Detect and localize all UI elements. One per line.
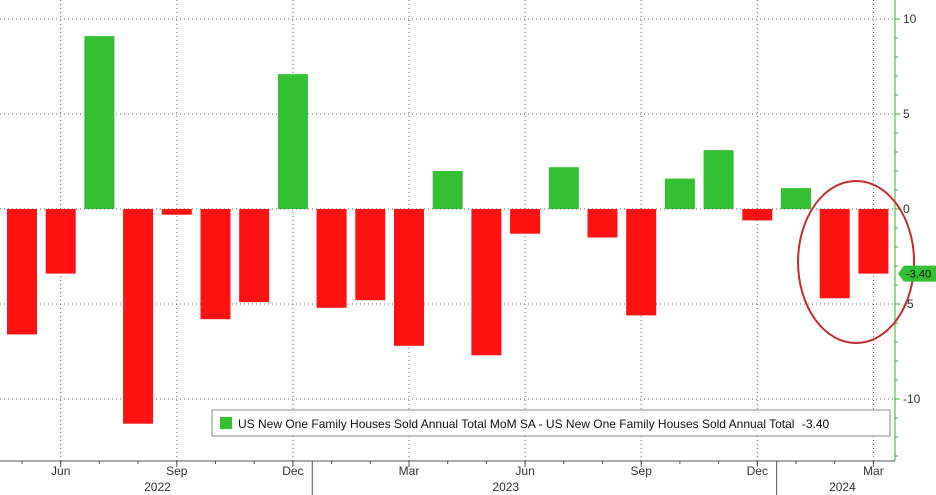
x-tick-label: Dec (282, 464, 303, 478)
year-label: 2023 (492, 480, 519, 494)
y-tick-label: 10 (903, 12, 917, 26)
bar (277, 74, 308, 209)
bar (123, 209, 154, 424)
bar (84, 36, 115, 209)
year-label: 2022 (144, 480, 171, 494)
x-tick-label: Sep (631, 464, 653, 478)
bar (587, 209, 618, 238)
legend-label: US New One Family Houses Sold Annual Tot… (238, 417, 830, 431)
bar (858, 209, 889, 274)
y-tick-label: -10 (903, 392, 921, 406)
legend-swatch (220, 417, 232, 429)
year-label: 2024 (829, 480, 856, 494)
y-tick-label: 0 (903, 202, 910, 216)
x-tick-label: Jun (51, 464, 70, 478)
bar (703, 150, 734, 209)
bar (200, 209, 231, 320)
grid-lines (0, 0, 895, 461)
bar (316, 209, 347, 308)
highlight-ellipse (797, 180, 916, 344)
highlight-annotation (797, 180, 916, 344)
bar (161, 209, 192, 215)
legend-background (211, 409, 891, 437)
bar (626, 209, 657, 316)
bar (781, 188, 811, 209)
legend: US New One Family Houses Sold Annual Tot… (211, 409, 891, 437)
bar (819, 209, 850, 299)
x-axis: Jun Sep Dec Mar Jun Sep Dec Mar 2022 2023 2024 (0, 460, 895, 495)
bar (742, 209, 773, 221)
y-tick-label: -5 (903, 297, 914, 311)
last-value-label: -3.40 (906, 269, 931, 281)
last-value-tag: -3.40 (898, 265, 936, 282)
bar (394, 209, 424, 346)
legend-value: -3.40 (802, 417, 830, 431)
x-tick-label: Mar (863, 464, 884, 478)
x-tick-label: Dec (747, 464, 768, 478)
bar (471, 209, 502, 356)
bar (355, 209, 386, 301)
legend-series-text: US New One Family Houses Sold Annual Tot… (238, 417, 794, 431)
bar (432, 171, 463, 209)
bar (510, 209, 541, 234)
y-tick-label: 5 (903, 107, 910, 121)
x-tick-label: Mar (399, 464, 420, 478)
bar (45, 209, 76, 274)
bar (664, 178, 695, 209)
bar (7, 209, 37, 335)
x-tick-label: Sep (166, 464, 188, 478)
last-value-tag-background (898, 265, 936, 282)
bars (7, 36, 889, 424)
bar (239, 209, 270, 303)
x-tick-label: Jun (515, 464, 534, 478)
y-axis: 10 5 0 -5 -10 (894, 0, 921, 461)
bar (548, 167, 579, 209)
